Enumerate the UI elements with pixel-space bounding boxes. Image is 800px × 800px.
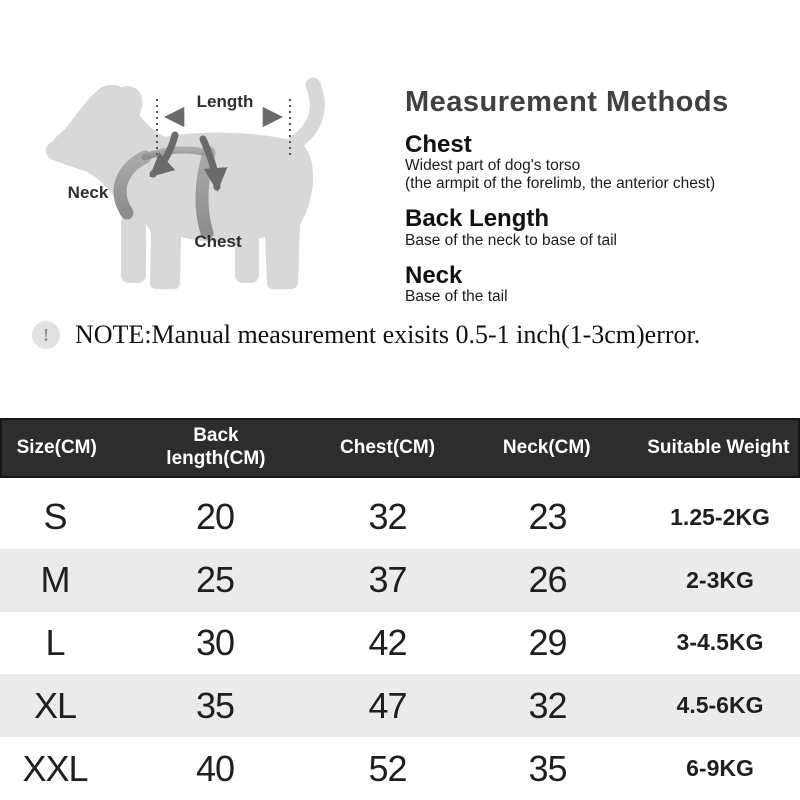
dog-measurement-diagram: Length Neck Chest <box>25 65 390 315</box>
cell-neck: 29 <box>528 621 567 663</box>
cell-size: M <box>40 559 71 601</box>
exclamation-icon: ! <box>32 321 60 349</box>
cell-size: S <box>43 496 67 538</box>
col-header-weight: Suitable Weight <box>647 436 790 458</box>
cell-back-length: 20 <box>195 496 235 538</box>
cell-weight: 6-9KG <box>686 755 754 782</box>
cell-chest: 42 <box>368 621 407 663</box>
cell-back-length: 30 <box>195 621 235 663</box>
table-row: S 20 32 23 1.25-2KG <box>0 486 800 549</box>
cell-neck: 32 <box>528 684 567 726</box>
table-body: S 20 32 23 1.25-2KG M 25 37 26 2-3KG L 3… <box>0 478 800 800</box>
size-table: Size(CM) Back length(CM) Chest(CM) Neck(… <box>0 418 800 800</box>
neck-label: Neck <box>68 183 109 202</box>
table-row: XL 35 47 32 4.5-6KG <box>0 674 800 738</box>
cell-neck: 26 <box>528 559 567 601</box>
col-header-chest: Chest(CM) <box>340 436 436 458</box>
dog-far-front-leg <box>121 215 146 283</box>
methods-title: Measurement Methods <box>405 86 729 118</box>
method-section-chest: Chest Widest part of dog's torso (the ar… <box>405 132 797 193</box>
chest-arrow <box>199 135 228 192</box>
method-line: Widest part of dog's torso <box>405 157 581 175</box>
col-header-neck: Neck(CM) <box>502 436 591 458</box>
dog-tail <box>287 77 325 151</box>
col-header-back-length: Back length(CM) <box>166 425 266 469</box>
cell-neck: 35 <box>528 747 567 789</box>
cell-chest: 47 <box>368 684 407 726</box>
col-header-size: Size(CM) <box>16 436 97 458</box>
method-heading: Neck <box>405 261 463 289</box>
chest-band <box>195 146 216 240</box>
cell-back-length: 35 <box>195 684 235 726</box>
table-row: L 30 42 29 3-4.5KG <box>0 612 800 675</box>
cell-chest: 52 <box>368 747 407 789</box>
table-row: M 25 37 26 2-3KG <box>0 548 800 612</box>
cell-size: L <box>45 621 65 663</box>
note-bar: ! NOTE:Manual measurement exisits 0.5-1 … <box>32 320 772 350</box>
method-heading: Chest <box>405 131 472 158</box>
table-header-row: Size(CM) Back length(CM) Chest(CM) Neck(… <box>0 418 800 478</box>
neck-arrow <box>149 131 179 178</box>
method-line: (the armpit of the forelimb, the anterio… <box>405 175 716 193</box>
cell-back-length: 40 <box>195 747 235 789</box>
dog-silhouette <box>45 84 314 289</box>
note-text: NOTE:Manual measurement exisits 0.5-1 in… <box>75 320 701 349</box>
cell-size: XL <box>33 684 77 726</box>
cell-weight: 3-4.5KG <box>676 629 764 656</box>
method-section-back-length: Back Length Base of the neck to base of … <box>405 206 797 249</box>
cell-weight: 4.5-6KG <box>676 692 764 719</box>
cell-weight: 2-3KG <box>686 566 754 593</box>
method-section-neck: Neck Base of the tail <box>405 263 797 306</box>
method-line: Base of the neck to base of tail <box>405 231 617 249</box>
neck-band <box>113 150 152 220</box>
cell-chest: 32 <box>368 496 407 538</box>
chest-label: Chest <box>194 232 242 251</box>
cell-size: XXL <box>22 747 88 789</box>
method-heading: Back Length <box>405 205 550 233</box>
length-label: Length <box>197 92 254 111</box>
cell-neck: 23 <box>528 496 567 538</box>
method-line: Base of the tail <box>405 287 508 305</box>
measurement-methods: Measurement Methods Chest Widest part of… <box>405 86 797 306</box>
cell-weight: 1.25-2KG <box>670 503 770 530</box>
cell-chest: 37 <box>368 559 407 601</box>
table-row: XXL 40 52 35 6-9KG <box>0 737 800 800</box>
dog-diagram-svg: Length Neck Chest <box>45 77 325 289</box>
cell-back-length: 25 <box>195 559 235 601</box>
